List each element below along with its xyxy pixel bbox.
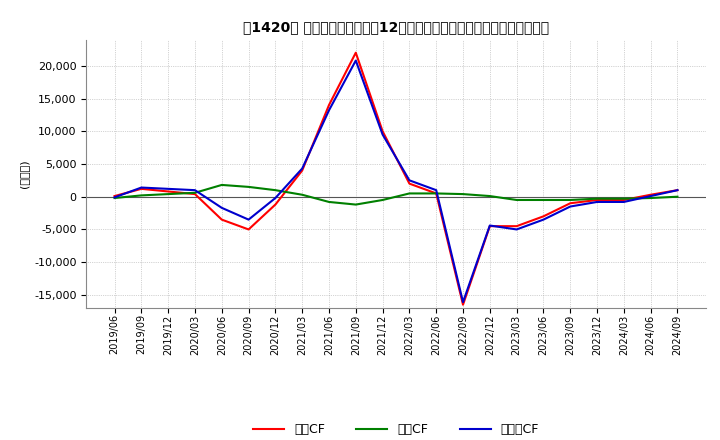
フリーCF xyxy=(673,187,682,193)
フリーCF xyxy=(566,204,575,209)
投資CF xyxy=(485,194,494,199)
フリーCF xyxy=(164,186,173,191)
投資CF xyxy=(298,192,307,198)
投資CF xyxy=(647,195,655,201)
フリーCF xyxy=(593,199,601,205)
フリーCF xyxy=(271,195,279,201)
営業CF xyxy=(298,168,307,173)
フリーCF xyxy=(298,166,307,171)
投資CF xyxy=(351,202,360,207)
営業CF xyxy=(110,194,119,199)
フリーCF xyxy=(217,205,226,210)
投資CF xyxy=(405,191,414,196)
投資CF xyxy=(673,194,682,199)
営業CF xyxy=(378,128,387,134)
フリーCF xyxy=(191,187,199,193)
Line: 投資CF: 投資CF xyxy=(114,185,678,205)
フリーCF xyxy=(325,108,333,113)
営業CF xyxy=(673,187,682,193)
フリーCF xyxy=(405,178,414,183)
営業CF xyxy=(164,189,173,194)
営業CF xyxy=(271,202,279,207)
フリーCF xyxy=(110,195,119,200)
営業CF xyxy=(191,191,199,197)
営業CF xyxy=(647,192,655,198)
投資CF xyxy=(164,191,173,197)
フリーCF xyxy=(137,185,145,190)
フリーCF xyxy=(351,58,360,63)
Title: 【1420】 キャッシュフローの12か月移動合計の対前年同期増減額の推移: 【1420】 キャッシュフローの12か月移動合計の対前年同期増減額の推移 xyxy=(243,20,549,34)
営業CF xyxy=(485,224,494,229)
投資CF xyxy=(566,198,575,203)
投資CF xyxy=(459,191,467,197)
営業CF xyxy=(244,227,253,232)
営業CF xyxy=(351,50,360,55)
フリーCF xyxy=(432,187,441,193)
営業CF xyxy=(566,201,575,206)
投資CF xyxy=(217,182,226,187)
Line: 営業CF: 営業CF xyxy=(114,53,678,305)
フリーCF xyxy=(647,194,655,199)
営業CF xyxy=(325,103,333,108)
フリーCF xyxy=(539,217,548,222)
投資CF xyxy=(110,195,119,201)
営業CF xyxy=(405,181,414,186)
投資CF xyxy=(432,191,441,196)
営業CF xyxy=(539,214,548,219)
フリーCF xyxy=(459,300,467,305)
投資CF xyxy=(137,193,145,198)
投資CF xyxy=(378,198,387,203)
フリーCF xyxy=(485,223,494,228)
営業CF xyxy=(513,224,521,229)
Line: フリーCF: フリーCF xyxy=(114,61,678,302)
投資CF xyxy=(244,184,253,190)
フリーCF xyxy=(619,199,628,205)
営業CF xyxy=(593,198,601,203)
営業CF xyxy=(459,302,467,308)
Legend: 営業CF, 投資CF, フリーCF: 営業CF, 投資CF, フリーCF xyxy=(248,418,544,440)
投資CF xyxy=(513,198,521,203)
投資CF xyxy=(191,190,199,195)
投資CF xyxy=(539,198,548,203)
投資CF xyxy=(325,199,333,205)
営業CF xyxy=(217,217,226,222)
フリーCF xyxy=(378,132,387,137)
投資CF xyxy=(619,196,628,202)
フリーCF xyxy=(513,227,521,232)
営業CF xyxy=(619,198,628,203)
営業CF xyxy=(137,186,145,191)
フリーCF xyxy=(244,217,253,222)
投資CF xyxy=(593,196,601,202)
Y-axis label: (百万円): (百万円) xyxy=(19,159,29,188)
営業CF xyxy=(432,191,441,196)
投資CF xyxy=(271,187,279,193)
